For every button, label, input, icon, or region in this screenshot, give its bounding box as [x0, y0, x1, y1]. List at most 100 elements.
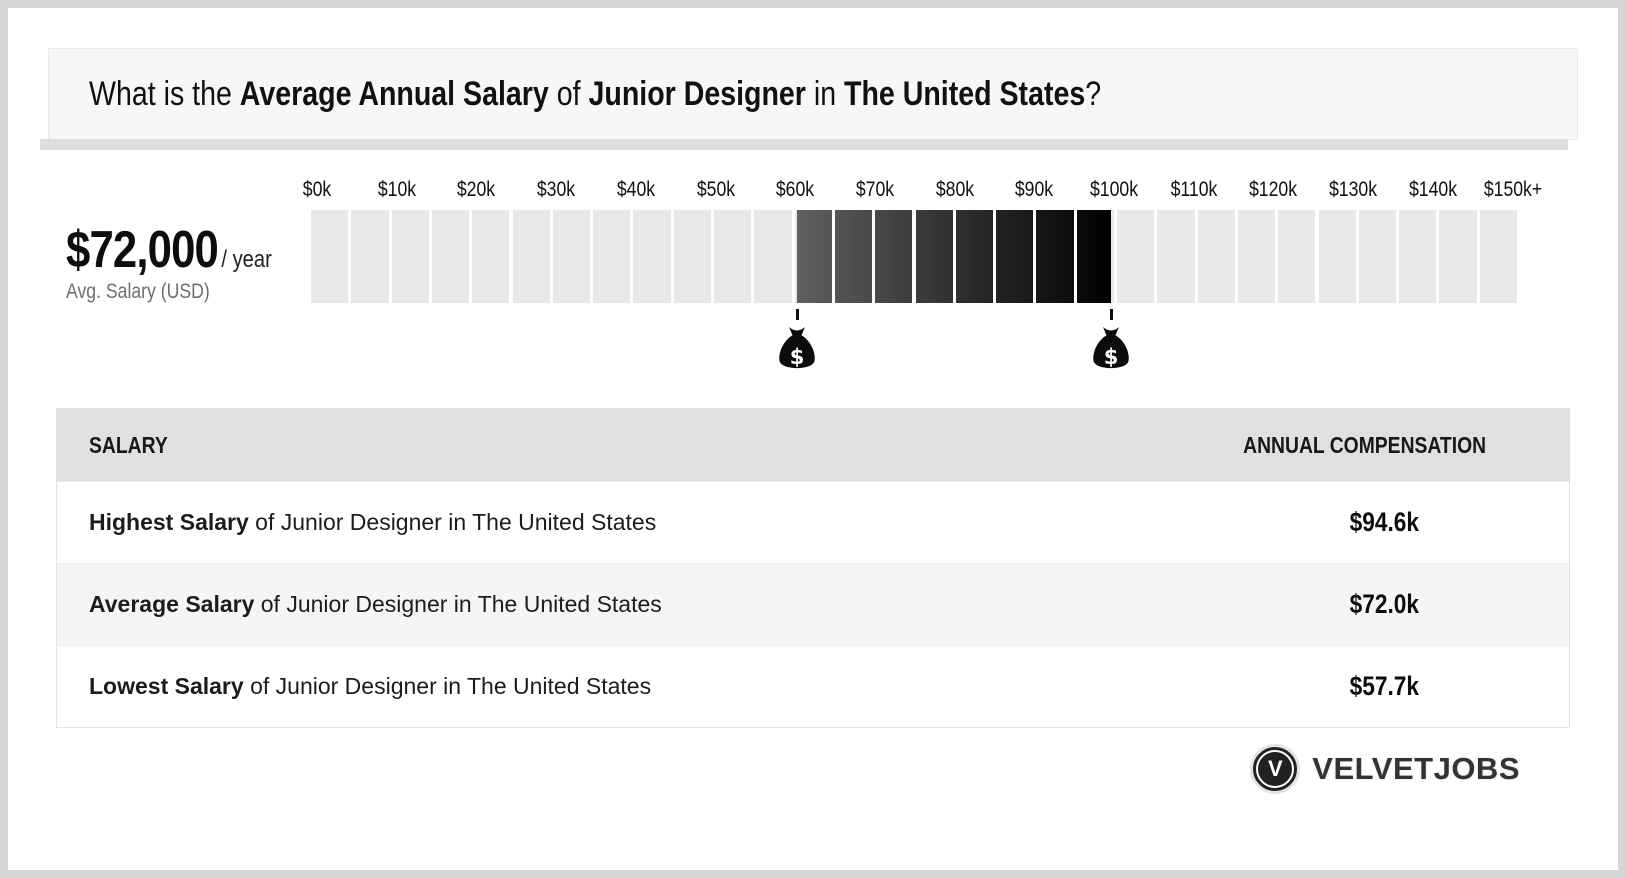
table-header-row: SALARY ANNUAL COMPENSATION	[57, 409, 1569, 481]
velvetjobs-logo[interactable]: V VELVETJOBS	[1250, 744, 1520, 794]
average-salary-value: $72,000	[66, 221, 219, 279]
axis-tick-label: $30k	[533, 178, 579, 202]
axis-tick-label: $70k	[852, 178, 898, 202]
salary-bar-segment	[1479, 210, 1517, 303]
table-row: Highest Salary of Junior Designer in The…	[57, 481, 1569, 563]
axis-tick-label: $0k	[300, 178, 334, 202]
salary-range-highlight-segment	[1036, 210, 1074, 303]
salary-bar-segment	[673, 210, 711, 303]
header-panel: What is the Average Annual Salary of Jun…	[40, 48, 1578, 150]
svg-text:$: $	[1104, 345, 1119, 369]
marker-tick	[795, 309, 799, 320]
row-value: $57.7k	[1349, 671, 1419, 701]
axis-tick-text: $10k	[377, 178, 416, 201]
axis-tick-label: $100k	[1085, 178, 1142, 202]
salary-range-highlight-segment	[1076, 210, 1112, 303]
axis-tick-text: $50k	[696, 178, 735, 201]
salary-range-highlight-segment	[996, 210, 1034, 303]
axis-tick-text: $90k	[1015, 178, 1054, 201]
row-label: Average Salary of Junior Designer in The…	[89, 591, 662, 617]
footer: V VELVETJOBS	[8, 744, 1520, 794]
salary-bar-segment	[1358, 210, 1397, 303]
salary-chart: $72,000/ year Avg. Salary (USD) $0k $10k $…	[8, 172, 1542, 382]
page-title-part: ?	[1085, 74, 1102, 113]
marker-tick	[1109, 309, 1113, 320]
axis-tick-text: $0k	[302, 178, 332, 201]
average-salary-caption: Avg. Salary (USD)	[66, 280, 210, 303]
axis-tick-label: $10k	[374, 178, 420, 202]
logo-v-badge-icon: V	[1250, 744, 1301, 794]
row-label: Lowest Salary of Junior Designer in The …	[89, 673, 652, 699]
axis-tick-label: $50k	[693, 178, 739, 202]
salary-range-highlight-segment	[797, 210, 832, 303]
axis-tick-text: $150k+	[1483, 178, 1542, 201]
axis-tick-text: $120k	[1249, 178, 1298, 201]
salary-bar-segment	[472, 210, 510, 303]
page-title-part: in	[805, 74, 845, 113]
axis-tick-label: $150k+	[1478, 178, 1547, 202]
salary-bar-segment	[1237, 210, 1276, 303]
salary-bar	[311, 210, 1520, 303]
lowest-salary-marker: $	[778, 309, 816, 373]
salary-bar-segment	[391, 210, 429, 303]
salary-bar-segment	[754, 210, 792, 303]
salary-bar-segment	[311, 210, 349, 303]
table-row: Lowest Salary of Junior Designer in The …	[57, 645, 1569, 727]
salary-bar-segment	[633, 210, 671, 303]
salary-range-highlight-segment	[834, 210, 873, 303]
salary-range-highlight-segment	[915, 210, 953, 303]
axis-tick-label: $130k	[1325, 178, 1382, 202]
salary-bar-segment	[593, 210, 631, 303]
axis-tick-text: $140k	[1408, 178, 1457, 201]
logo-text: VELVETJOBS	[1312, 751, 1520, 786]
axis-tick-label: $80k	[932, 178, 978, 202]
average-salary-block: $72,000/ year Avg. Salary (USD)	[8, 172, 311, 382]
page-title: What is the Average Annual Salary of Jun…	[89, 75, 1101, 113]
salary-bar-segment	[1318, 210, 1356, 303]
axis-tick-text: $30k	[536, 178, 576, 201]
page-title-part: What is the	[89, 74, 240, 113]
salary-bar-segment	[431, 210, 470, 303]
table-header-compensation: ANNUAL COMPENSATION	[1242, 431, 1486, 458]
salary-table: SALARY ANNUAL COMPENSATION Highest Salar…	[56, 408, 1570, 728]
money-bag-icon: $	[779, 327, 815, 369]
page-title-part: The United States	[844, 74, 1086, 113]
page-title-part: Average Annual Salary	[239, 74, 549, 113]
salary-bar-segment	[1278, 210, 1316, 303]
row-label: Highest Salary of Junior Designer in The…	[89, 509, 657, 535]
salary-range-highlight-segment	[955, 210, 994, 303]
axis-tick-text: $80k	[935, 178, 974, 201]
axis-tick-text: $60k	[776, 178, 815, 201]
salary-bar-area: $0k $10k $20k $30k $40k $50k $60k $70k $80k $90k $…	[303, 172, 1542, 382]
axis-tick-text: $40k	[616, 178, 655, 201]
row-value: $72.0k	[1349, 589, 1419, 619]
salary-bar-wrap: $ $	[311, 210, 1520, 382]
salary-bar-segment	[1157, 210, 1195, 303]
axis-tick-text: $70k	[855, 178, 895, 201]
axis-tick-label: $120k	[1245, 178, 1302, 202]
axis-tick-label: $40k	[613, 178, 659, 202]
axis-tick-text: $130k	[1329, 178, 1378, 201]
salary-bar-segment	[1197, 210, 1235, 303]
axis-tick-label: $20k	[454, 178, 500, 202]
highest-salary-marker: $	[1092, 309, 1130, 373]
axis-tick-label: $140k	[1404, 178, 1461, 202]
infographic-card: What is the Average Annual Salary of Jun…	[8, 8, 1618, 870]
page-title-part: Junior Designer	[588, 74, 806, 113]
salary-bar-segment	[1399, 210, 1437, 303]
salary-bar-segment	[1117, 210, 1155, 303]
row-value: $94.6k	[1349, 507, 1419, 537]
average-salary-period: / year	[221, 246, 272, 273]
page-title-part: of	[548, 74, 589, 113]
money-bag-icon: $	[1093, 327, 1130, 369]
salary-range-highlight-segment	[875, 210, 913, 303]
salary-bar-segment	[714, 210, 752, 303]
salary-bar-segment	[351, 210, 389, 303]
salary-bar-segment	[552, 210, 591, 303]
salary-bar-segment	[512, 210, 550, 303]
axis-tick-text: $110k	[1170, 178, 1218, 201]
salary-bar-segment	[1439, 210, 1477, 303]
logo-letter: V	[1267, 756, 1283, 781]
axis-tick-text: $100k	[1089, 178, 1139, 201]
